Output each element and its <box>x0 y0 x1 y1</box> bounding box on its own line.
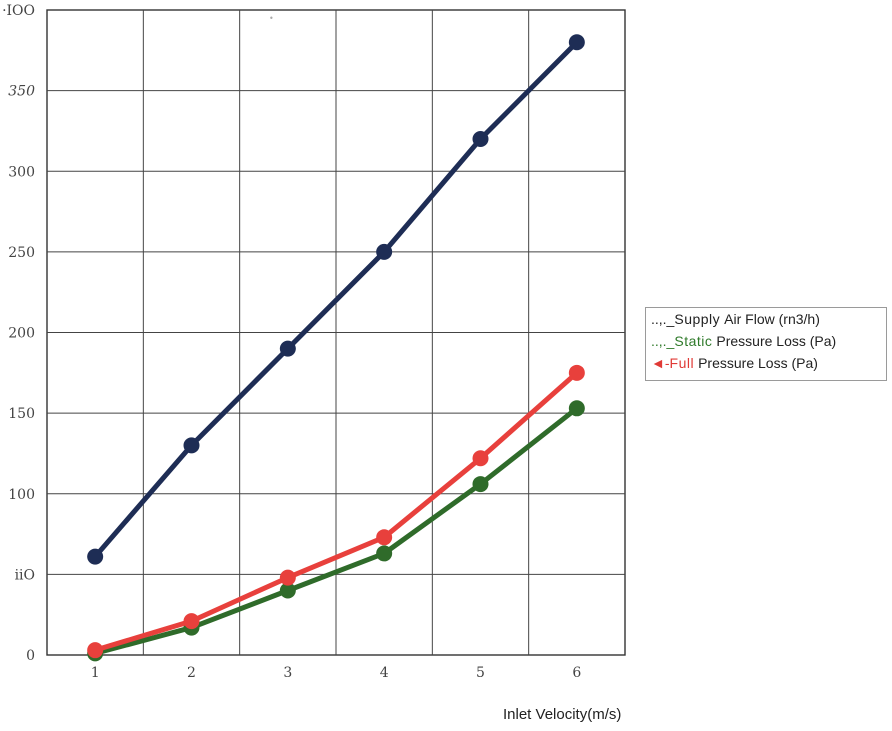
y-tick-label: 350 <box>8 84 35 100</box>
y-tick-label: ·IOO <box>2 3 35 19</box>
y-tick-label: 100 <box>8 487 35 503</box>
stray-mark: • <box>269 14 274 23</box>
x-tick-label: 3 <box>283 665 292 681</box>
x-tick-label: 4 <box>380 665 389 681</box>
data-point <box>568 400 585 417</box>
data-point <box>279 340 296 357</box>
x-tick-label: 1 <box>91 665 100 681</box>
x-tick-label: 5 <box>476 665 485 681</box>
legend-prefix: ..,._ <box>651 311 675 327</box>
legend-label: Air Flow (rn3/h) <box>724 311 820 327</box>
legend-item-static-pressure-loss: ..,._ Static Pressure Loss (Pa) <box>646 330 886 352</box>
legend-item-supply-air-flow: ..,._ Supply Air Flow (rn3/h) <box>646 308 886 330</box>
series-line <box>94 406 579 656</box>
x-tick-label: 6 <box>572 665 581 681</box>
data-point <box>376 545 393 562</box>
data-point <box>279 569 296 586</box>
y-tick-label: 300 <box>8 164 35 180</box>
y-tick-label: 150 <box>8 406 35 422</box>
data-point <box>87 642 104 659</box>
x-tick-label: 2 <box>187 665 196 681</box>
data-point <box>183 613 200 630</box>
legend-prefix: ..,._ <box>651 333 675 349</box>
legend: ..,._ Supply Air Flow (rn3/h) ..,._ Stat… <box>645 307 887 381</box>
data-point <box>376 529 393 546</box>
y-tick-label: iiO <box>15 567 35 583</box>
series-line <box>94 370 579 653</box>
y-tick-label: 200 <box>8 326 35 342</box>
data-point <box>472 476 489 493</box>
legend-word: Static <box>674 333 713 349</box>
x-axis-label: Inlet Velocity(m/s) <box>503 706 622 723</box>
data-point <box>279 582 296 599</box>
legend-label: Pressure Loss (Pa) <box>716 333 837 349</box>
legend-word: Full <box>669 355 695 371</box>
data-point <box>183 437 200 454</box>
data-point <box>376 243 393 260</box>
series-line <box>93 40 579 559</box>
legend-item-full-pressure-loss: ◄- Full Pressure Loss (Pa) <box>646 352 886 374</box>
legend-word: Supply <box>674 311 721 327</box>
y-tick-label: 250 <box>8 245 35 261</box>
legend-prefix: ◄- <box>651 355 670 371</box>
data-point <box>87 548 104 565</box>
data-point <box>568 364 585 381</box>
y-tick-label: 0 <box>26 648 35 664</box>
data-point <box>472 450 489 467</box>
data-point <box>472 131 489 147</box>
legend-label: Pressure Loss (Pa) <box>698 355 818 371</box>
data-point <box>568 34 585 51</box>
